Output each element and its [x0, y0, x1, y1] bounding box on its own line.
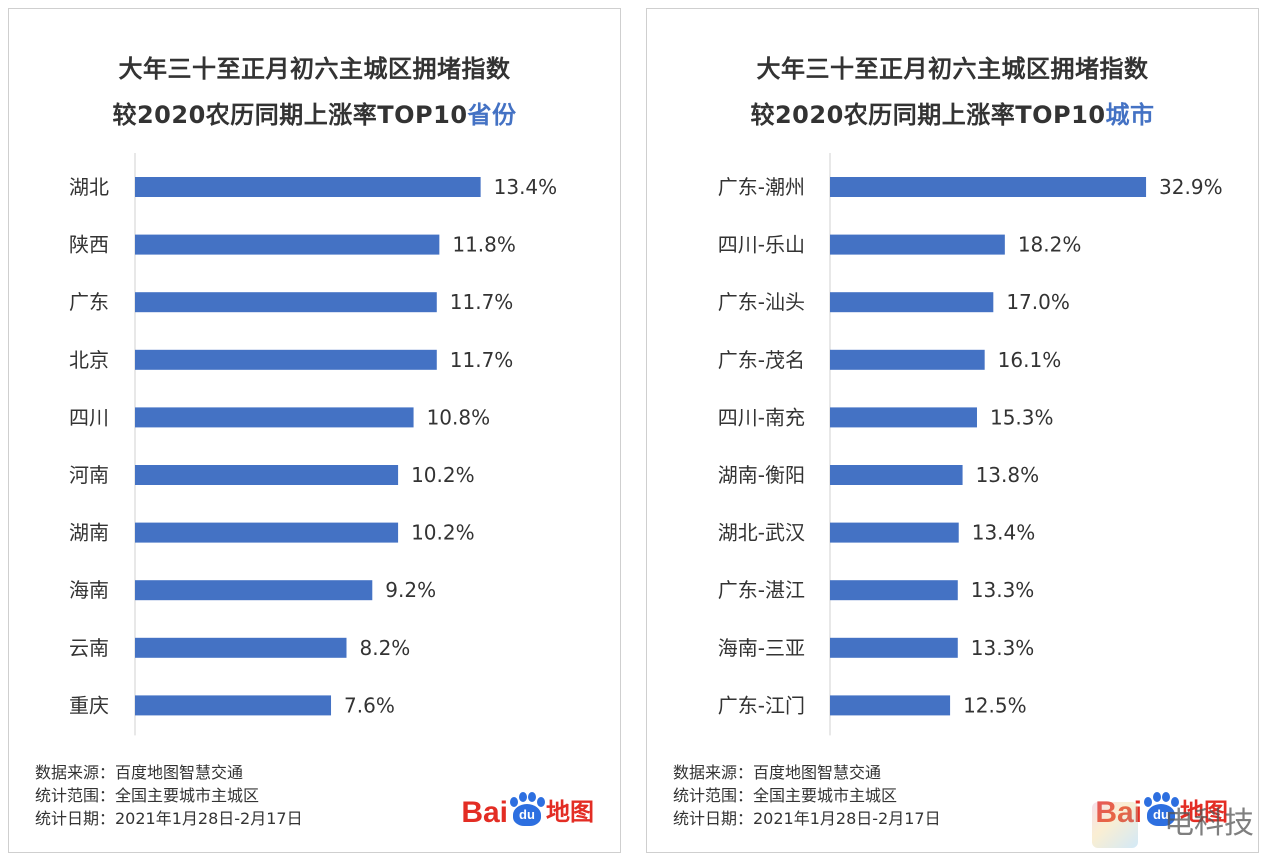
baidu-paw-icon: du [508, 792, 546, 826]
bar [135, 580, 373, 601]
data-label: 13.3% [971, 578, 1035, 602]
data-label: 13.4% [494, 175, 558, 199]
category-label: 广东-湛江 [718, 578, 805, 602]
footer-source: 数据来源：百度地图智慧交通 [673, 763, 882, 782]
category-label: 广东 [69, 290, 109, 314]
category-label: 广东-汕头 [718, 290, 805, 314]
data-label: 10.2% [411, 463, 475, 487]
footer-source: 数据来源：百度地图智慧交通 [35, 763, 244, 782]
category-label: 海南 [69, 578, 109, 602]
category-label: 湖南-衡阳 [718, 463, 805, 487]
bar [830, 695, 951, 716]
bar [135, 695, 332, 716]
category-label: 海南-三亚 [718, 636, 805, 660]
bar [830, 465, 963, 485]
bar-chart-cities: 广东-潮州 32.9% 四川-乐山 18.2% 广东-汕头 17.0% 广东-茂名 16.1%… [718, 153, 1223, 736]
data-label: 13.3% [971, 636, 1035, 660]
watermark-text: 电科技 [1164, 806, 1254, 841]
category-label: 湖北 [69, 175, 109, 199]
category-label: 广东-茂名 [718, 348, 805, 372]
chart-panel-provinces: 大年三十至正月初六主城区拥堵指数 较2020农历同期上涨率TOP10省份 湖北 1… [8, 8, 621, 853]
bar [135, 349, 437, 370]
category-label: 四川 [69, 405, 109, 429]
chart-footer: 数据来源：百度地图智慧交通 统计范围：全国主要城市主城区 统计日期：2021年1… [673, 761, 941, 830]
data-label: 18.2% [1018, 233, 1082, 257]
data-label: 17.0% [1006, 290, 1070, 314]
chart-title-line1: 大年三十至正月初六主城区拥堵指数 [756, 55, 1149, 83]
data-label: 15.3% [990, 405, 1054, 429]
bar [135, 234, 440, 255]
category-label: 河南 [69, 463, 109, 487]
data-label: 16.1% [998, 348, 1062, 372]
data-label: 10.2% [411, 521, 475, 545]
bar [830, 349, 985, 370]
bar [830, 407, 977, 428]
chart-title-line2: 较2020农历同期上涨率TOP10城市 [647, 95, 1258, 130]
category-label: 广东-潮州 [718, 175, 805, 199]
footer-scope: 统计范围：全国主要城市主城区 [673, 786, 898, 805]
footer-date: 统计日期：2021年1月28日-2月17日 [673, 809, 941, 828]
chart-panel-cities: 大年三十至正月初六主城区拥堵指数 较2020农历同期上涨率TOP10城市 广东-… [646, 8, 1259, 853]
bar [135, 465, 399, 485]
watermark-logo-icon [1092, 802, 1138, 848]
logo-suffix-text: 地图 [546, 798, 594, 826]
bar [135, 407, 414, 428]
data-label: 11.7% [450, 290, 514, 314]
chart-title-line1: 大年三十至正月初六主城区拥堵指数 [118, 55, 511, 83]
data-label: 8.2% [360, 636, 411, 660]
bar [135, 522, 399, 543]
chart-title-highlight: 城市 [1105, 101, 1155, 129]
bar [135, 637, 347, 658]
data-label: 9.2% [385, 578, 436, 602]
data-label: 13.4% [972, 521, 1036, 545]
baidu-paw-icon: du [1142, 792, 1180, 826]
bar [830, 292, 994, 313]
logo-brand-text: Bai [461, 796, 508, 829]
data-label: 7.6% [344, 693, 395, 717]
bar [830, 522, 959, 543]
category-label: 云南 [69, 636, 109, 660]
bar [830, 637, 958, 658]
bar [830, 580, 958, 601]
logo-suffix-text: 地图 [1180, 798, 1228, 826]
logo-brand-text: Bai [1095, 796, 1142, 829]
bar-chart-provinces: 湖北 13.4% 陕西 11.8% 广东 11.7% 北京 11.7% 四川 10.8% 河南 10.… [69, 153, 558, 736]
category-label: 重庆 [69, 693, 109, 717]
data-label: 12.5% [963, 693, 1027, 717]
data-label: 11.7% [450, 348, 514, 372]
data-label: 10.8% [427, 405, 491, 429]
chart-title-prefix: 较2020农历同期上涨率TOP10 [112, 101, 468, 129]
data-label: 11.8% [452, 233, 516, 257]
category-label: 湖北-武汉 [718, 521, 805, 545]
baidu-map-logo: Bai du 地图 [1095, 792, 1228, 830]
category-label: 广东-江门 [718, 693, 805, 717]
category-label: 湖南 [69, 521, 109, 545]
chart-footer: 数据来源：百度地图智慧交通 统计范围：全国主要城市主城区 统计日期：2021年1… [35, 761, 303, 830]
footer-date: 统计日期：2021年1月28日-2月17日 [35, 809, 303, 828]
chart-title-prefix: 较2020农历同期上涨率TOP10 [750, 101, 1106, 129]
data-label: 32.9% [1159, 175, 1223, 199]
bar [135, 292, 437, 313]
baidu-map-logo: Bai du 地图 [461, 792, 594, 830]
bar [830, 177, 1147, 197]
category-label: 北京 [69, 348, 109, 372]
bar [135, 177, 481, 197]
data-label: 13.8% [976, 463, 1040, 487]
category-label: 四川-乐山 [718, 233, 805, 257]
chart-title-line2: 较2020农历同期上涨率TOP10省份 [9, 95, 620, 130]
category-label: 陕西 [69, 233, 109, 257]
footer-scope: 统计范围：全国主要城市主城区 [35, 786, 260, 805]
bar [830, 234, 1005, 255]
chart-title-highlight: 省份 [467, 101, 517, 129]
category-label: 四川-南充 [718, 405, 805, 429]
